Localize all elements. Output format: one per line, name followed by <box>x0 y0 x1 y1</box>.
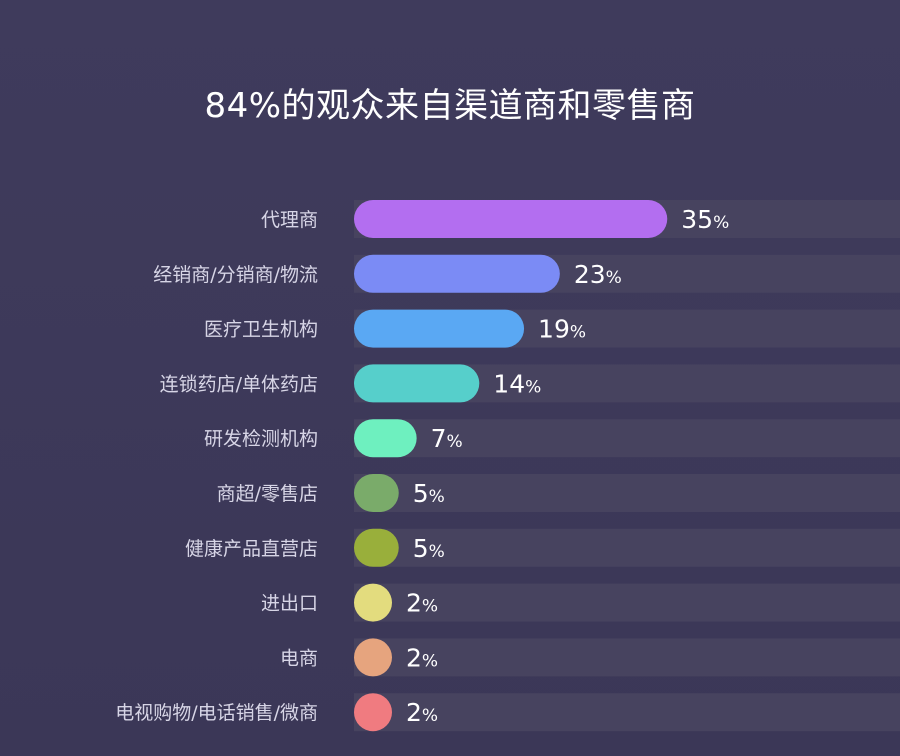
value-label: 7% <box>431 424 463 453</box>
bar-track <box>354 583 900 622</box>
value-label: 5% <box>413 479 445 508</box>
value-label: 35% <box>681 205 729 234</box>
bar <box>354 254 560 293</box>
chart-title: 84%的观众来自渠道商和零售商 <box>204 86 696 126</box>
category-label: 商超/零售店 <box>217 483 318 505</box>
category-label: 代理商 <box>261 209 318 231</box>
value-label: 14% <box>493 369 541 398</box>
value-label: 2% <box>406 698 438 727</box>
value-label: 2% <box>406 643 438 672</box>
bar <box>354 474 399 512</box>
category-label: 经销商/分销商/物流 <box>153 264 318 286</box>
bar <box>354 309 525 348</box>
category-label: 健康产品直营店 <box>185 538 318 560</box>
bar <box>354 200 668 238</box>
category-label: 医疗卫生机构 <box>204 319 318 341</box>
value-label: 19% <box>538 315 586 344</box>
bar-track <box>354 528 900 567</box>
category-label: 连锁药店/单体药店 <box>160 373 318 395</box>
bar-track <box>354 474 900 512</box>
category-label: 电视购物/电话销售/微商 <box>115 702 318 724</box>
bar <box>354 419 417 458</box>
category-label: 研发检测机构 <box>204 428 318 450</box>
bar <box>354 364 480 403</box>
category-label: 进出口 <box>261 593 318 615</box>
bar <box>354 528 399 567</box>
value-label: 5% <box>413 534 445 563</box>
value-label: 23% <box>574 260 622 289</box>
bar-track <box>354 693 900 732</box>
bar <box>354 583 392 622</box>
bar <box>354 638 392 677</box>
category-label: 电商 <box>280 647 318 669</box>
bar <box>354 693 392 732</box>
bar-track <box>354 638 900 677</box>
value-label: 2% <box>406 589 438 618</box>
bar-track <box>354 419 900 458</box>
